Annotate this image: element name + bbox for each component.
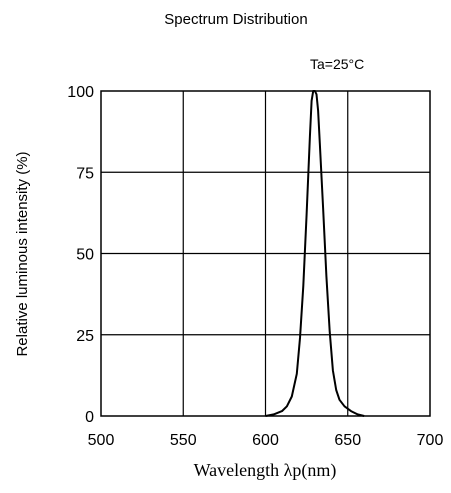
spectrum-line — [265, 90, 365, 417]
y-tick-label: 75 — [76, 165, 94, 182]
x-tick-label: 600 — [252, 432, 279, 449]
plot-area: 0 25 50 75 100 500 550 600 650 700 — [67, 84, 443, 449]
y-tick-label: 100 — [67, 84, 94, 101]
x-tick-label: 550 — [170, 432, 197, 449]
x-tick-label: 500 — [88, 432, 115, 449]
x-axis-label: Wavelength λp(nm) — [194, 460, 337, 481]
x-tick-label: 650 — [334, 432, 361, 449]
y-tick-label: 50 — [76, 247, 94, 264]
y-tick-label: 25 — [76, 328, 94, 345]
temperature-annotation: Ta=25°C — [310, 56, 364, 72]
y-axis-label: Relative luminous intensity (%) — [14, 151, 31, 356]
x-tick-label: 700 — [417, 432, 444, 449]
chart-title: Spectrum Distribution — [164, 11, 307, 28]
y-tick-label: 0 — [85, 409, 94, 426]
